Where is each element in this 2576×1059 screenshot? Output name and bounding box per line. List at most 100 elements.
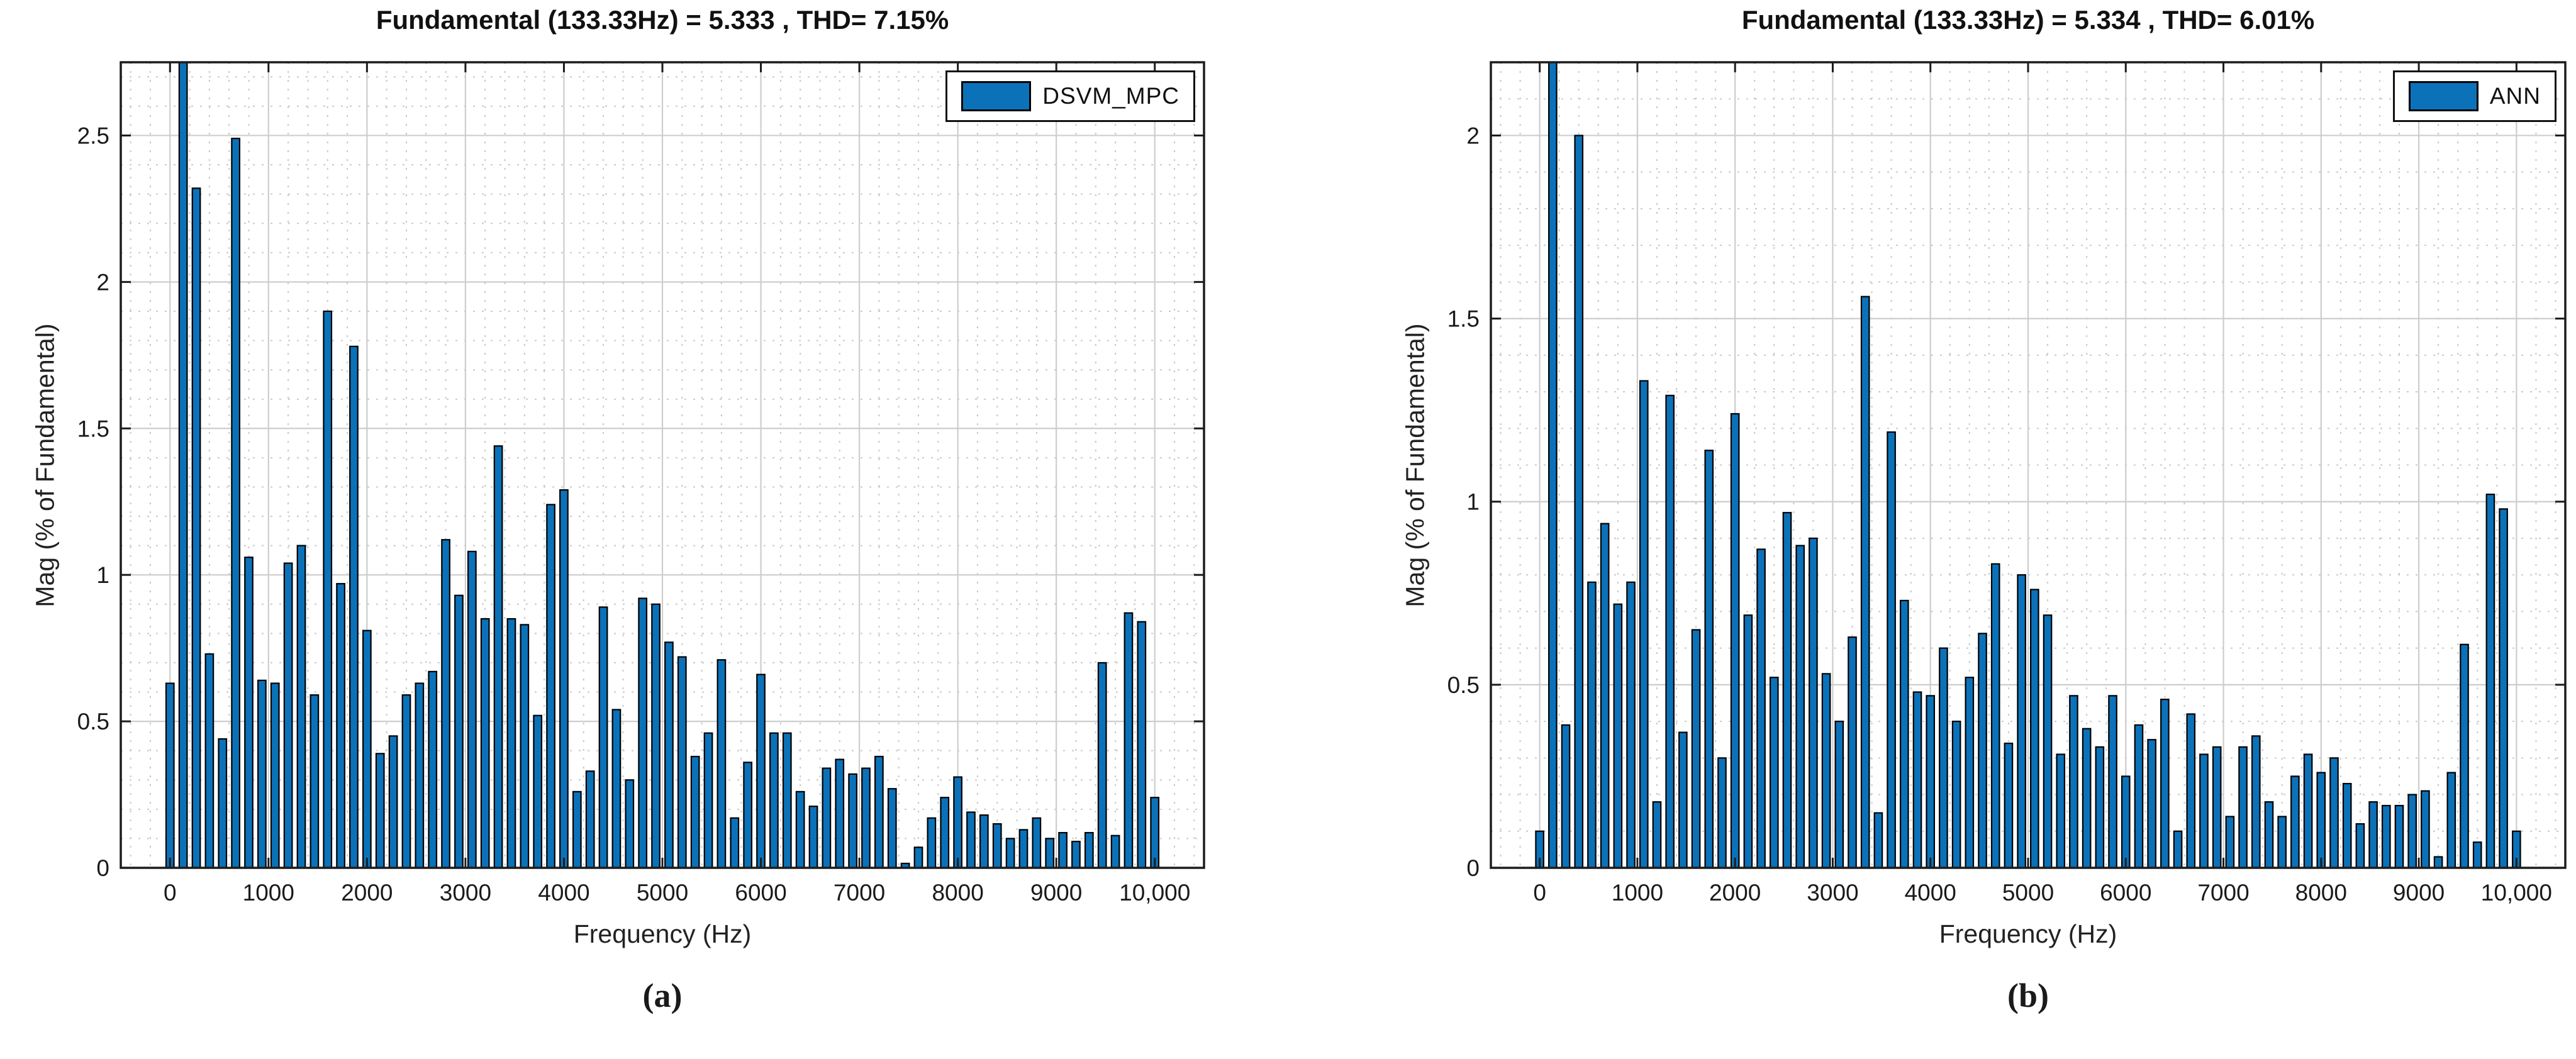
y-tick-label: 2.5 <box>77 123 109 148</box>
x-tick-label: 6000 <box>2100 880 2151 906</box>
bar-harmonic-7 <box>257 679 267 868</box>
y-tick-label: 0 <box>1466 855 1480 881</box>
legend-label-ann: ANN <box>2489 83 2541 109</box>
x-tick-label: 1000 <box>243 880 294 906</box>
bar-harmonic-40 <box>2056 753 2066 868</box>
bar-harmonic-52 <box>848 773 857 868</box>
x-tick-label: 5000 <box>2002 880 2054 906</box>
bar-harmonic-34 <box>1978 633 1987 868</box>
legend-label-dsvm-mpc: DSVM_MPC <box>1042 83 1179 109</box>
bar-harmonic-54 <box>2238 746 2248 868</box>
bar-harmonic-12 <box>323 310 333 868</box>
bar-harmonic-14 <box>1717 757 1727 868</box>
bar-harmonic-15 <box>1730 413 1740 868</box>
bar-harmonic-32 <box>1951 720 1961 868</box>
x-tick-label: 8000 <box>2295 880 2347 906</box>
x-tick-label: 0 <box>164 880 177 906</box>
chart-b-title: Fundamental (133.33Hz) = 5.334 , THD= 6.… <box>1741 5 2315 35</box>
chart-b-caption: (b) <box>2007 977 2049 1014</box>
bar-harmonic-12 <box>1691 629 1701 868</box>
x-tick-label: 9000 <box>1030 880 1082 906</box>
x-tick-label: 7000 <box>834 880 885 906</box>
bar-harmonic-15 <box>362 629 372 868</box>
bar-harmonic-8 <box>270 682 280 868</box>
x-tick-label: 3000 <box>1807 880 1858 906</box>
bar-harmonic-28 <box>533 714 543 868</box>
axis-ticks <box>121 62 1204 869</box>
bar-harmonic-68 <box>2421 790 2430 868</box>
legend-swatch-ann <box>2408 81 2478 111</box>
bar-harmonic-60 <box>2316 772 2326 868</box>
bar-harmonic-73 <box>2485 493 2495 868</box>
bar-harmonic-16 <box>375 753 385 868</box>
bar-harmonic-63 <box>992 823 1002 868</box>
bar-harmonic-1 <box>1548 62 1558 868</box>
bar-harmonic-32 <box>585 770 595 868</box>
bar-harmonic-47 <box>2147 739 2156 868</box>
bar-harmonic-11 <box>1678 731 1688 868</box>
bar-harmonic-38 <box>2030 589 2039 868</box>
bar-harmonic-64 <box>2368 801 2378 868</box>
bar-harmonic-66 <box>1032 817 1042 868</box>
bar-harmonic-59 <box>940 797 950 868</box>
bar-harmonic-67 <box>1045 838 1055 868</box>
chart-panel-(b): 0 1000 2000 3000 4000 5000 6000 7000 8000 9000 10,… <box>1447 61 2567 906</box>
bar-harmonic-2 <box>1561 724 1571 868</box>
bar-harmonic-7 <box>1626 581 1636 868</box>
bar-harmonic-39 <box>677 656 687 868</box>
x-tick-label: 4000 <box>538 880 589 906</box>
bar-harmonic-24 <box>1848 636 1857 868</box>
bar-harmonic-42 <box>2082 728 2092 868</box>
bar-harmonic-19 <box>1782 512 1792 868</box>
bar-harmonic-52 <box>2212 746 2222 868</box>
x-tick-label: 5000 <box>637 880 688 906</box>
bar-harmonic-35 <box>625 779 635 868</box>
bar-harmonic-30 <box>1926 695 1936 868</box>
bar-harmonic-37 <box>2017 574 2026 868</box>
x-tick-label: 1000 <box>1612 880 1663 906</box>
y-tick-label: 1 <box>1466 489 1480 515</box>
bar-harmonic-31 <box>1939 647 1948 868</box>
bar-harmonic-58 <box>927 817 937 868</box>
bar-harmonic-37 <box>651 603 661 868</box>
bar-harmonic-68 <box>1058 832 1068 868</box>
x-tick-label: 2000 <box>1709 880 1761 906</box>
bar-harmonic-26 <box>506 618 516 868</box>
bar-harmonic-43 <box>730 817 740 868</box>
bar-harmonic-74 <box>1137 621 1147 868</box>
bar-harmonic-44 <box>2108 695 2117 868</box>
bar-harmonic-29 <box>546 504 555 868</box>
bar-harmonic-9 <box>283 562 293 868</box>
bar-harmonic-48 <box>795 790 805 868</box>
bar-harmonic-23 <box>467 550 477 868</box>
bar-harmonic-67 <box>2407 794 2417 868</box>
bar-harmonic-71 <box>1097 662 1107 868</box>
bar-harmonic-9 <box>1652 801 1662 868</box>
bar-harmonic-42 <box>716 659 727 868</box>
tick-labels: 0 1000 2000 3000 4000 5000 6000 7000 8000 9000 10,… <box>77 123 1191 906</box>
chart-b-legend: ANN <box>2392 70 2556 122</box>
bar-harmonic-66 <box>2394 804 2404 868</box>
bar-harmonic-73 <box>1124 612 1134 868</box>
y-tick-label: 2 <box>1466 123 1480 148</box>
bar-harmonic-21 <box>441 539 450 868</box>
bar-harmonic-26 <box>1873 812 1883 868</box>
chart-a-title: Fundamental (133.33Hz) = 5.333 , THD= 7.… <box>376 5 949 35</box>
bar-harmonic-35 <box>1990 563 2000 868</box>
bar-harmonic-45 <box>756 674 766 868</box>
bar-harmonic-46 <box>769 732 779 868</box>
chart-panel-(a): 0 1000 2000 3000 4000 5000 6000 7000 8000 9000 10,… <box>77 61 1205 906</box>
x-tick-label: 2000 <box>341 880 393 906</box>
bar-harmonic-39 <box>2043 614 2053 868</box>
bar-harmonic-28 <box>1899 599 1909 868</box>
bar-harmonic-16 <box>1743 614 1753 868</box>
bar-harmonic-8 <box>1639 380 1649 868</box>
bar-harmonic-61 <box>2329 757 2339 868</box>
bar-harmonic-57 <box>2277 816 2287 868</box>
chart-a-caption: (a) <box>642 977 683 1014</box>
bar-harmonic-36 <box>638 597 648 868</box>
bar-harmonic-22 <box>1821 673 1831 868</box>
bar-harmonic-33 <box>1965 677 1975 868</box>
bar-harmonic-14 <box>349 345 359 868</box>
